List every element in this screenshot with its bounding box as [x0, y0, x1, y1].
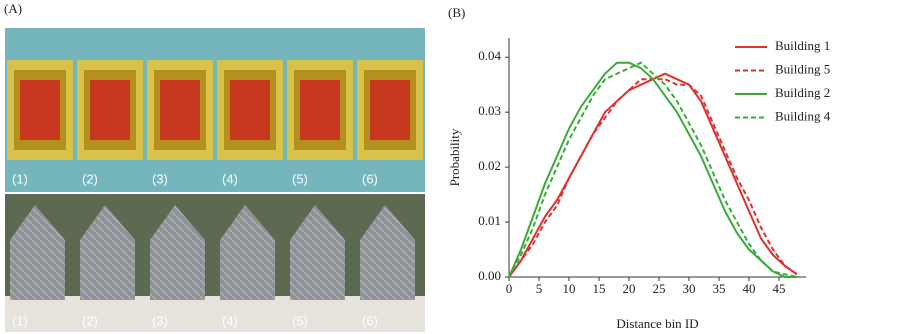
photo-ground [75, 296, 145, 332]
image-label: (6) [362, 313, 378, 328]
legend-label: Building 5 [775, 61, 830, 76]
x-tick-label: 10 [563, 281, 576, 296]
series-line [508, 61, 798, 278]
roof [220, 205, 275, 300]
x-tick-label: 30 [683, 281, 696, 296]
image-label: (1) [12, 313, 28, 328]
x-tick-label: 25 [653, 281, 666, 296]
photo-ground [355, 296, 425, 332]
legend-label: Building 2 [775, 85, 830, 100]
photo-ground [145, 296, 215, 332]
dsm-image [5, 28, 425, 192]
x-tick-label: 35 [713, 281, 726, 296]
legend-label: Building 4 [775, 108, 831, 123]
photo-ground [285, 296, 355, 332]
x-axis-label: Distance bin ID [616, 316, 698, 331]
roof [10, 205, 65, 300]
y-tick-label: 0.02 [478, 158, 501, 173]
x-tick-label: 0 [506, 281, 513, 296]
x-tick-label: 5 [536, 281, 543, 296]
building-top [230, 80, 270, 140]
image-label: (1) [12, 171, 28, 186]
panel-label: (A) [4, 1, 22, 16]
x-tick-label: 40 [743, 281, 756, 296]
image-label: (3) [152, 171, 168, 186]
roof [290, 205, 345, 300]
image-label: (4) [222, 171, 238, 186]
x-tick-label: 45 [773, 281, 786, 296]
image-label: (2) [82, 171, 98, 186]
x-tick-label: 15 [593, 281, 606, 296]
series-line [508, 72, 798, 278]
building-top [370, 80, 410, 140]
series-line [508, 61, 797, 278]
image-label: (2) [82, 313, 98, 328]
legend-label: Building 1 [775, 38, 830, 53]
image-label: (5) [292, 313, 308, 328]
building-top [20, 80, 60, 140]
roof [150, 205, 205, 300]
photo-ground [215, 296, 285, 332]
image-label: (3) [152, 313, 168, 328]
y-axis-label: Probability [447, 128, 462, 186]
building-top [300, 80, 340, 140]
panel-label: (B) [448, 5, 465, 20]
line-chart: 0.00 0.01 0.02 0.03 0.04 0 5 10 15 20 25 30 35 40 45 Di… [447, 38, 831, 331]
y-tick-label: 0.04 [478, 48, 501, 63]
x-tick-label: 20 [623, 281, 636, 296]
roof [360, 205, 415, 300]
image-label: (4) [222, 313, 238, 328]
image-panel: (1) (1) (2) (2) (3) (3) (4) (4) (5) (5) (6) (6) [5, 28, 425, 332]
photo-ground [5, 296, 75, 332]
image-label: (6) [362, 171, 378, 186]
y-tick-label: 0.00 [478, 268, 501, 283]
y-tick-label: 0.01 [478, 213, 501, 228]
building-top [90, 80, 130, 140]
roof [80, 205, 135, 300]
building-top [160, 80, 200, 140]
y-tick-label: 0.03 [478, 103, 501, 118]
image-label: (5) [292, 171, 308, 186]
